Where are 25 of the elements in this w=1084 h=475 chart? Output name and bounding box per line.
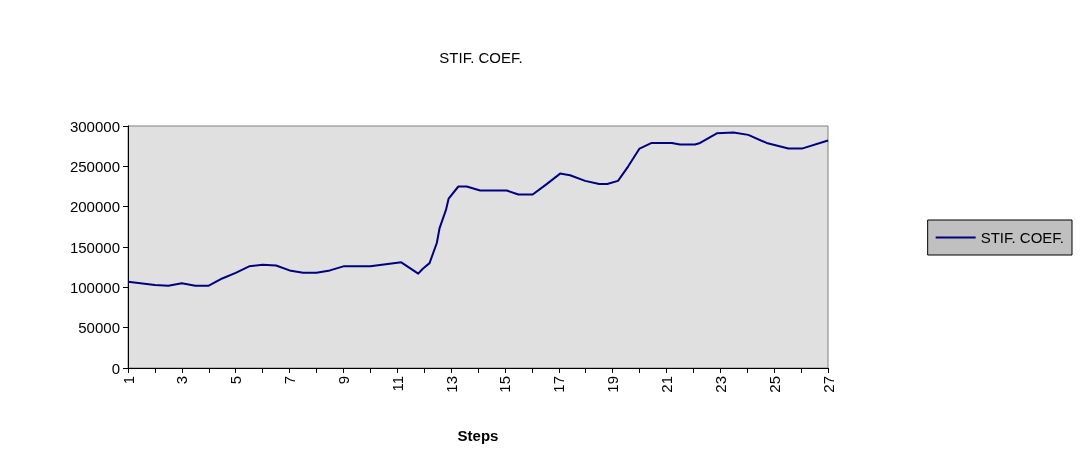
chart-title: STIF. COEF. xyxy=(439,49,523,66)
y-tick-label: 300000 xyxy=(69,117,120,135)
x-tick-label: 3 xyxy=(173,376,191,385)
x-tick-label: 13 xyxy=(442,376,460,393)
x-tick-label: 27 xyxy=(819,376,837,393)
y-tick-label: 50000 xyxy=(78,319,120,337)
x-tick-label: 25 xyxy=(765,376,783,393)
x-tick-label: 17 xyxy=(550,376,568,393)
x-axis-title: Steps xyxy=(457,427,499,444)
x-tick-label: 9 xyxy=(334,376,352,385)
y-tick-label: 200000 xyxy=(69,198,120,216)
y-tick-label: 100000 xyxy=(69,278,120,296)
x-tick-label: 11 xyxy=(388,376,406,392)
x-tick-label: 23 xyxy=(711,376,729,393)
x-tick-label: 19 xyxy=(604,376,622,393)
x-tick-label: 21 xyxy=(657,376,675,393)
legend-label: STIF. COEF. xyxy=(980,229,1064,246)
x-tick-label: 5 xyxy=(227,376,245,385)
x-tick-label: 15 xyxy=(496,376,514,393)
x-tick-label: 1 xyxy=(119,376,137,385)
y-tick-label: 250000 xyxy=(69,157,120,175)
x-tick-label: 7 xyxy=(281,376,299,385)
y-tick-label: 150000 xyxy=(69,238,120,256)
y-tick-label: 0 xyxy=(111,359,120,377)
line-series xyxy=(127,131,829,287)
